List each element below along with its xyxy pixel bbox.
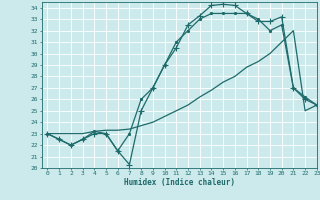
X-axis label: Humidex (Indice chaleur): Humidex (Indice chaleur) xyxy=(124,178,235,187)
